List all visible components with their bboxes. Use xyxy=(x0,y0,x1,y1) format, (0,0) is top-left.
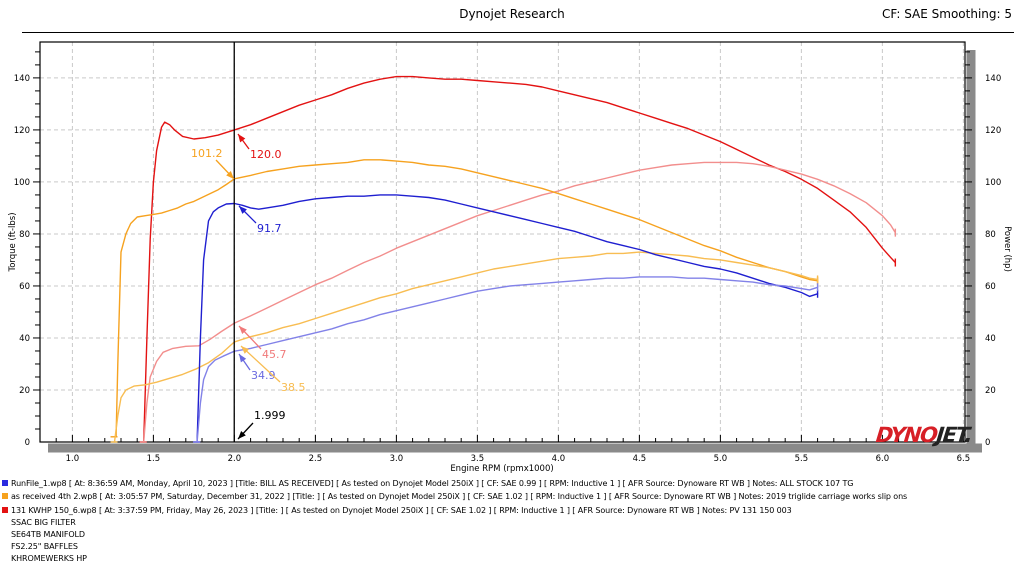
cursor-value-label: 38.5 xyxy=(281,381,306,394)
cursor-value-label: 101.2 xyxy=(191,147,223,160)
mod-note-line: SSAC BIG FILTER xyxy=(11,518,76,527)
series-curve xyxy=(196,194,819,443)
annotation-arrowhead xyxy=(238,134,246,143)
mod-notes: SSAC BIG FILTER SE64TB MANIFOLD FS2.25" … xyxy=(11,518,87,566)
x-tick-label: 6.5 xyxy=(957,454,971,464)
torque-tick-label: 120 xyxy=(14,126,30,136)
x-tick-label: 4.5 xyxy=(633,454,647,464)
cursor-value-label: 1.999 xyxy=(254,409,286,422)
mod-note-line: KHROMEWERKS HP xyxy=(11,554,87,563)
plot-shadow-right xyxy=(966,50,976,452)
torque-axis-label: Torque (ft-lbs) xyxy=(8,212,18,272)
power-tick-label: 60 xyxy=(985,282,996,292)
power-tick-label: 40 xyxy=(985,334,996,344)
header-divider xyxy=(22,32,1014,33)
run-legend-row: 131 KWHP 150_6.wp8 [ At: 3:37:59 PM, Fri… xyxy=(2,506,1022,519)
x-tick-label: 6.0 xyxy=(876,454,890,464)
annotation-arrowhead xyxy=(239,206,247,214)
torque-tick-label: 40 xyxy=(19,334,30,344)
run-legend-row: as received 4th 2.wp8 [ At: 3:05:57 PM, … xyxy=(2,492,1022,505)
x-tick-label: 5.5 xyxy=(795,454,809,464)
x-tick-label: 1.5 xyxy=(147,454,161,464)
x-tick-label: 1.0 xyxy=(66,454,80,464)
x-tick-label: 3.5 xyxy=(471,454,485,464)
cursor-value-label: 120.0 xyxy=(250,148,282,161)
x-tick-label: 5.0 xyxy=(714,454,728,464)
dynojet-logo: DYNOJET. xyxy=(875,423,973,447)
cursor-value-label: 45.7 xyxy=(262,348,287,361)
power-tick-label: 80 xyxy=(985,230,996,240)
dynojet-logo-dyno: DYNO xyxy=(874,423,938,447)
run3-color-swatch xyxy=(2,506,8,513)
run3-description: 131 KWHP 150_6.wp8 [ At: 3:37:59 PM, Fri… xyxy=(11,505,792,515)
run2-description: as received 4th 2.wp8 [ At: 3:05:57 PM, … xyxy=(11,492,908,502)
torque-tick-label: 100 xyxy=(14,178,30,188)
power-axis-label: Power (hp) xyxy=(1002,226,1012,272)
x-tick-label: 3.0 xyxy=(390,454,404,464)
series-curve xyxy=(142,75,896,443)
annotation-arrowhead xyxy=(239,326,247,334)
series-curve xyxy=(142,161,896,443)
torque-tick-label: 0 xyxy=(25,438,30,448)
mod-note-line: SE64TB MANIFOLD xyxy=(11,530,85,539)
x-tick-label: 4.0 xyxy=(552,454,566,464)
annotation-arrowhead xyxy=(226,170,234,179)
cursor-value-label: 91.7 xyxy=(257,222,282,235)
plot-border xyxy=(39,41,966,443)
plot-shadow-bottom xyxy=(48,443,982,453)
power-tick-label: 20 xyxy=(985,386,996,396)
x-tick-label: 2.0 xyxy=(228,454,242,464)
run1-description: RunFile_1.wp8 [ At: 8:36:59 AM, Monday, … xyxy=(11,479,854,488)
series-curve xyxy=(113,159,819,438)
series-curve xyxy=(196,276,819,443)
series-curve xyxy=(113,251,819,443)
power-tick-label: 100 xyxy=(985,178,1001,188)
run1-color-swatch xyxy=(2,480,8,486)
run2-color-swatch xyxy=(2,493,8,500)
torque-tick-label: 60 xyxy=(19,282,30,292)
x-tick-label: 2.5 xyxy=(309,454,323,464)
run-legend-row: RunFile_1.wp8 [ At: 8:36:59 AM, Monday, … xyxy=(2,479,1022,492)
power-tick-label: 120 xyxy=(985,126,1001,136)
torque-tick-label: 80 xyxy=(19,230,30,240)
rpm-axis-label: Engine RPM (rpmx1000) xyxy=(450,464,554,474)
power-tick-label: 140 xyxy=(985,74,1001,84)
mod-note-line: FS2.25" BAFFLES xyxy=(11,542,78,551)
annotation-arrowhead xyxy=(239,354,247,363)
cf-smoothing-label: CF: SAE Smoothing: 5 xyxy=(881,7,1012,21)
dynojet-logo-jet: JET. xyxy=(935,423,973,447)
run-legend: RunFile_1.wp8 [ At: 8:36:59 AM, Monday, … xyxy=(2,479,1022,519)
torque-tick-label: 20 xyxy=(19,386,30,396)
annotation-arrowhead xyxy=(238,430,246,439)
torque-tick-label: 140 xyxy=(14,74,30,84)
power-tick-label: 0 xyxy=(985,438,990,448)
cursor-value-label: 34.9 xyxy=(251,369,276,382)
annotation-arrowhead xyxy=(241,346,250,354)
page-title: Dynojet Research xyxy=(459,7,565,21)
annotation-leader xyxy=(240,345,281,383)
